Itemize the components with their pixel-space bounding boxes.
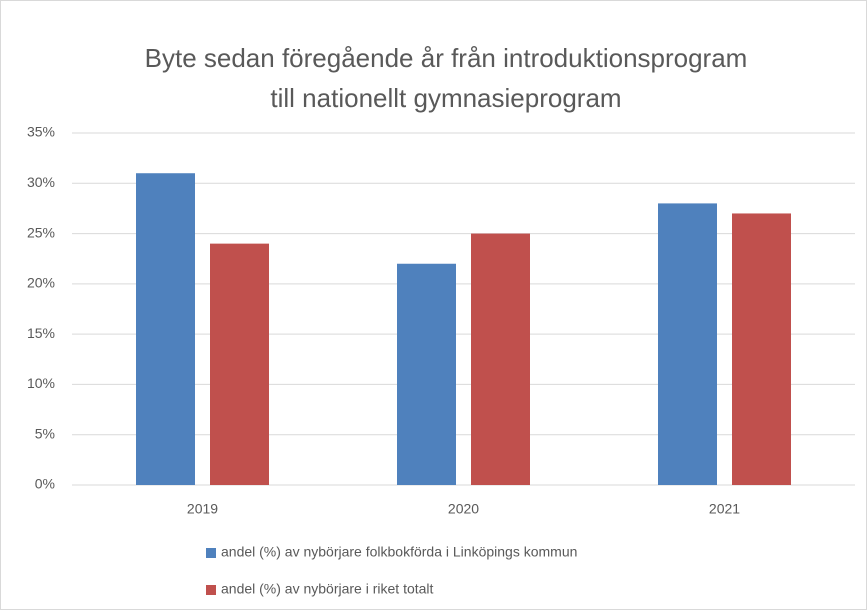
x-tick-label: 2021: [709, 501, 740, 517]
y-tick-label: 25%: [27, 224, 55, 240]
y-tick-label: 15%: [27, 325, 55, 341]
y-tick-label: 5%: [35, 425, 55, 441]
bar: [210, 243, 269, 485]
chart-title: till nationellt gymnasieprogram: [270, 83, 621, 113]
y-tick-label: 10%: [27, 375, 55, 391]
y-tick-label: 30%: [27, 174, 55, 190]
bar: [397, 263, 456, 485]
y-tick-label: 20%: [27, 275, 55, 291]
legend-label: andel (%) av nybörjare i riket totalt: [221, 581, 434, 597]
chart-title: Byte sedan föregående år från introdukti…: [145, 43, 748, 73]
y-tick-label: 35%: [27, 124, 55, 140]
legend-swatch: [206, 548, 216, 558]
x-tick-label: 2019: [187, 501, 218, 517]
legend-label: andel (%) av nybörjare folkbokförda i Li…: [221, 544, 577, 560]
bar: [732, 213, 791, 485]
legend-swatch: [206, 585, 216, 595]
y-tick-label: 0%: [35, 476, 55, 492]
bar: [471, 233, 530, 485]
x-tick-label: 2020: [448, 501, 479, 517]
bar: [136, 173, 195, 485]
bar: [658, 203, 717, 485]
